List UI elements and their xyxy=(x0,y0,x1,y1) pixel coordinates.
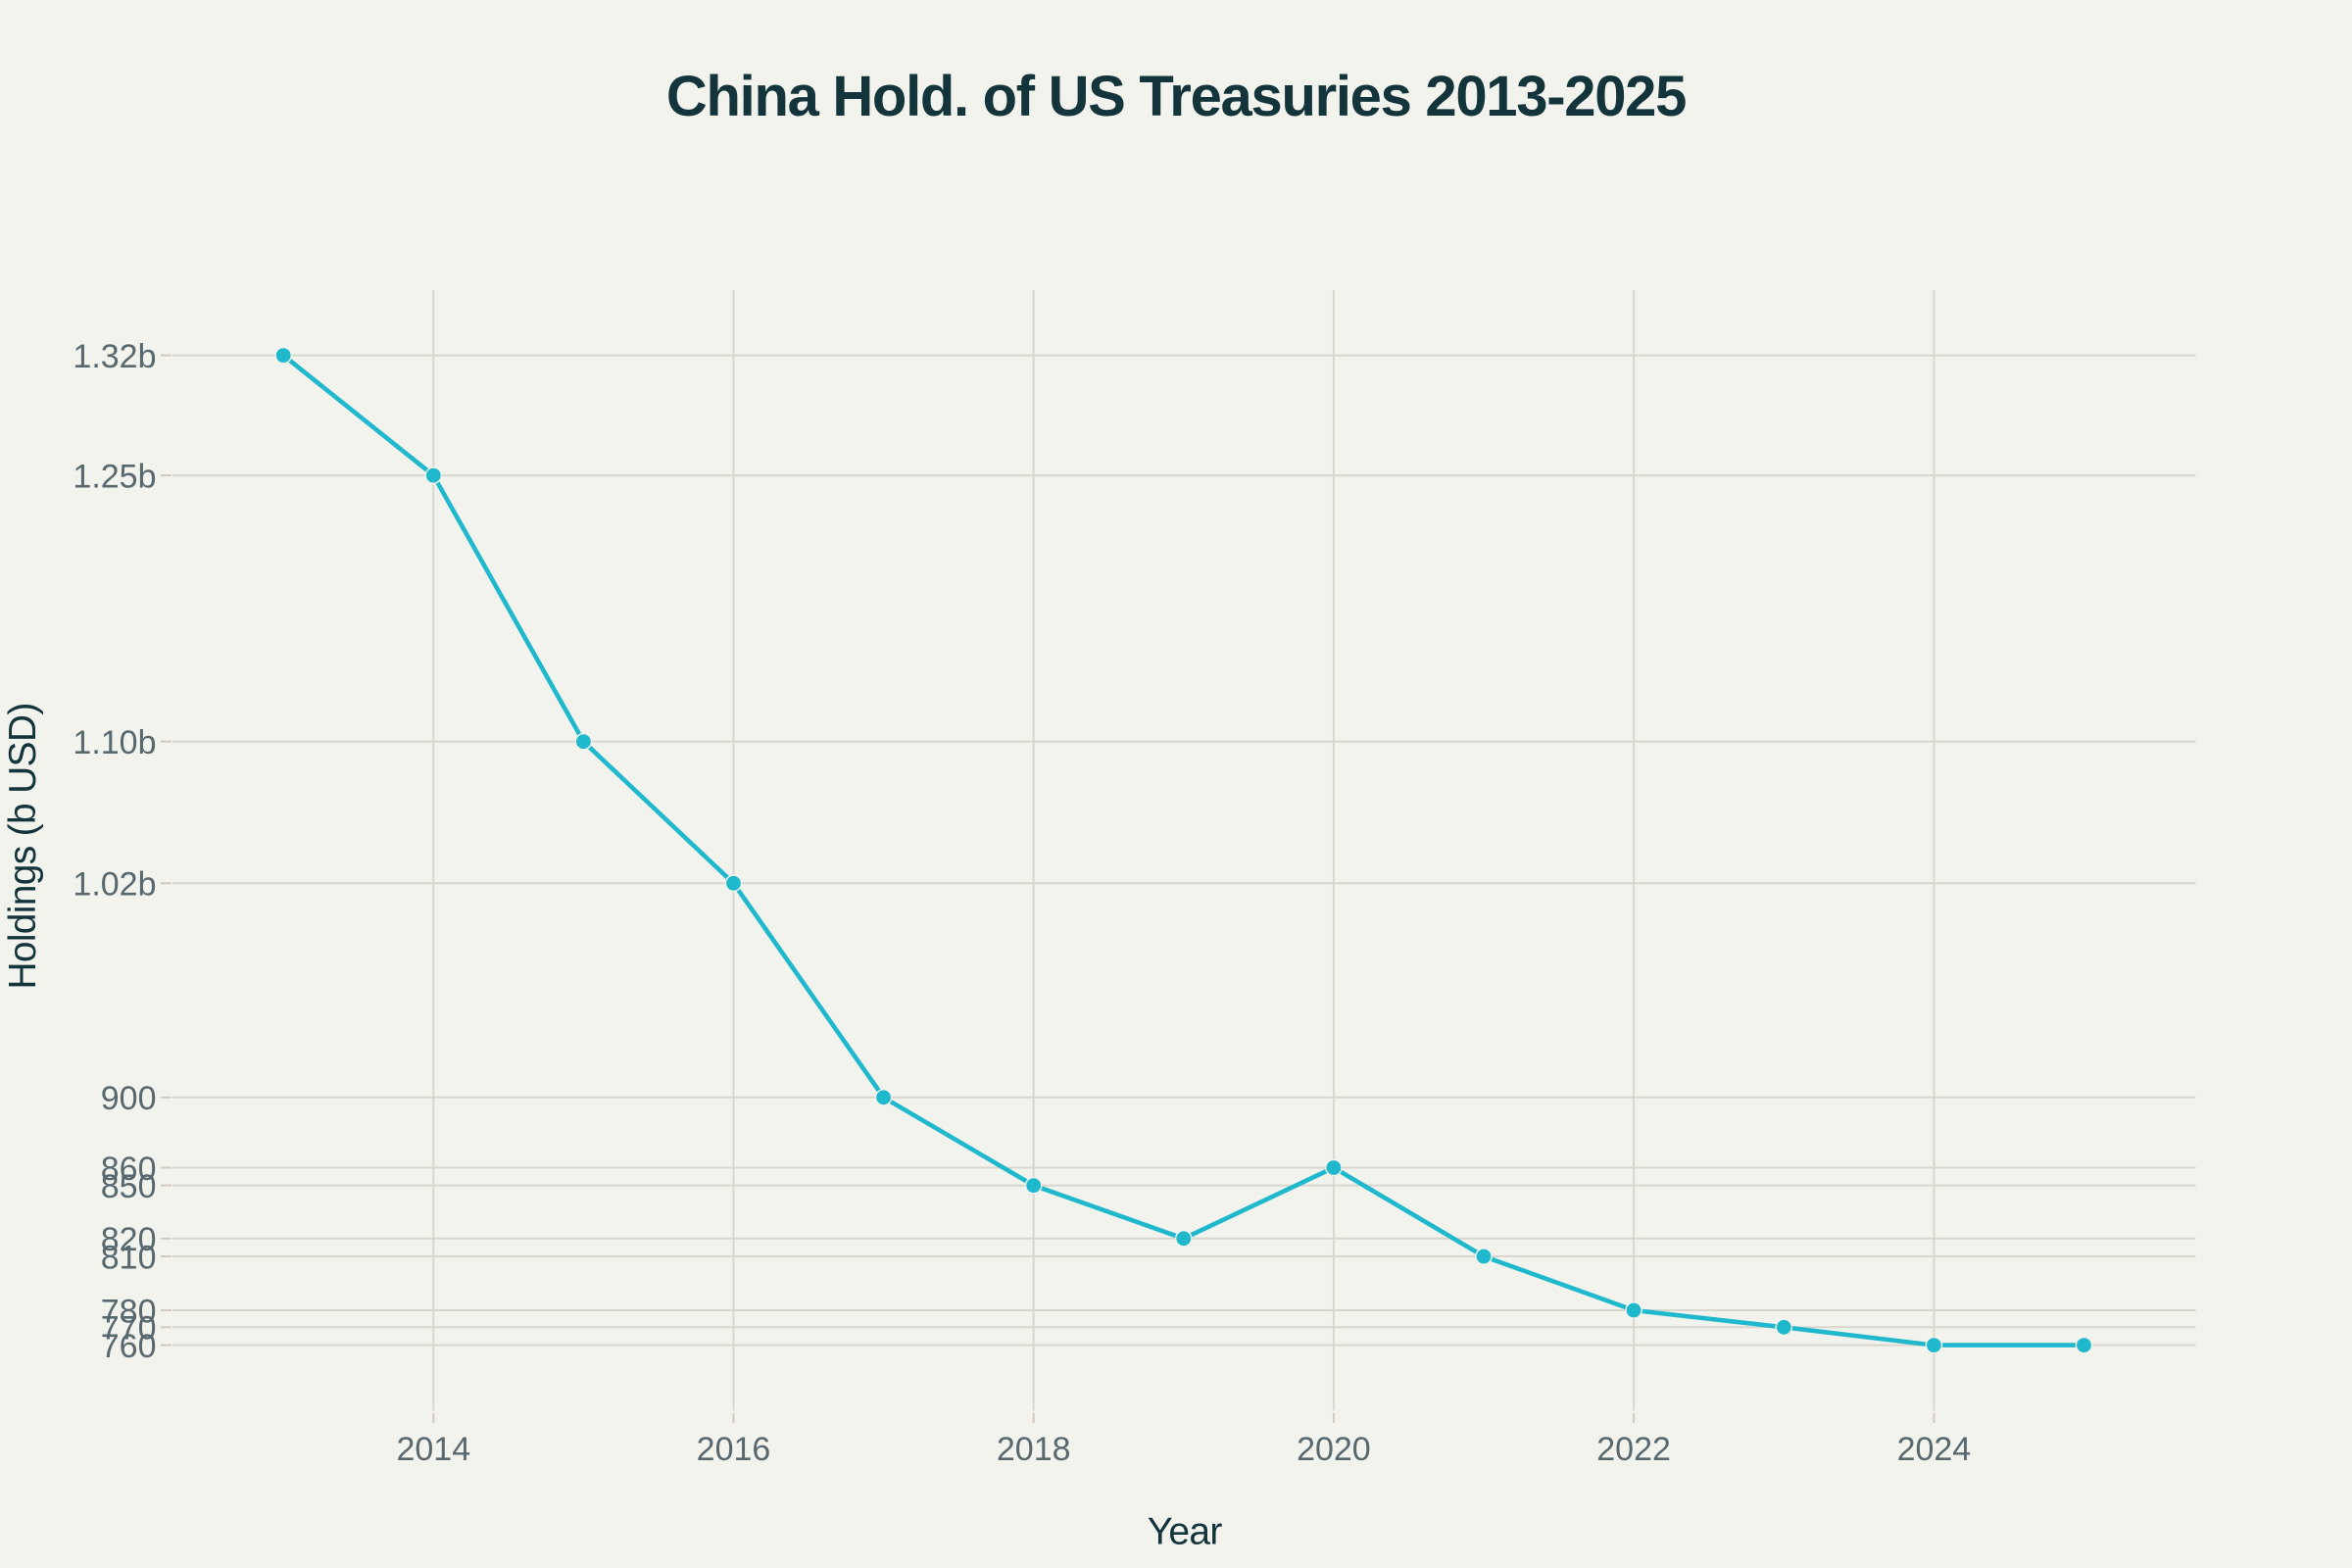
svg-text:820: 820 xyxy=(101,1221,157,1258)
svg-text:2022: 2022 xyxy=(1596,1431,1671,1468)
svg-text:2016: 2016 xyxy=(697,1431,771,1468)
svg-text:2024: 2024 xyxy=(1897,1431,1972,1468)
svg-text:2020: 2020 xyxy=(1297,1431,1371,1468)
svg-text:770: 770 xyxy=(101,1310,157,1348)
svg-text:1.02b: 1.02b xyxy=(73,866,156,904)
svg-text:780: 780 xyxy=(101,1293,157,1330)
svg-text:Holdings (b USD): Holdings (b USD) xyxy=(2,703,44,989)
svg-text:850: 850 xyxy=(101,1168,157,1205)
svg-text:1.25b: 1.25b xyxy=(73,459,156,496)
svg-text:1.10b: 1.10b xyxy=(73,724,156,761)
svg-text:Year: Year xyxy=(1148,1511,1223,1553)
svg-text:2018: 2018 xyxy=(997,1431,1071,1468)
svg-text:760: 760 xyxy=(101,1328,157,1365)
svg-text:China Hold. of US Treasuries 2: China Hold. of US Treasuries 2013-2025 xyxy=(666,65,1686,128)
svg-text:900: 900 xyxy=(101,1080,157,1117)
svg-text:860: 860 xyxy=(101,1151,157,1188)
svg-text:1.32b: 1.32b xyxy=(73,338,156,375)
svg-text:810: 810 xyxy=(101,1239,157,1276)
svg-text:2014: 2014 xyxy=(396,1431,470,1468)
